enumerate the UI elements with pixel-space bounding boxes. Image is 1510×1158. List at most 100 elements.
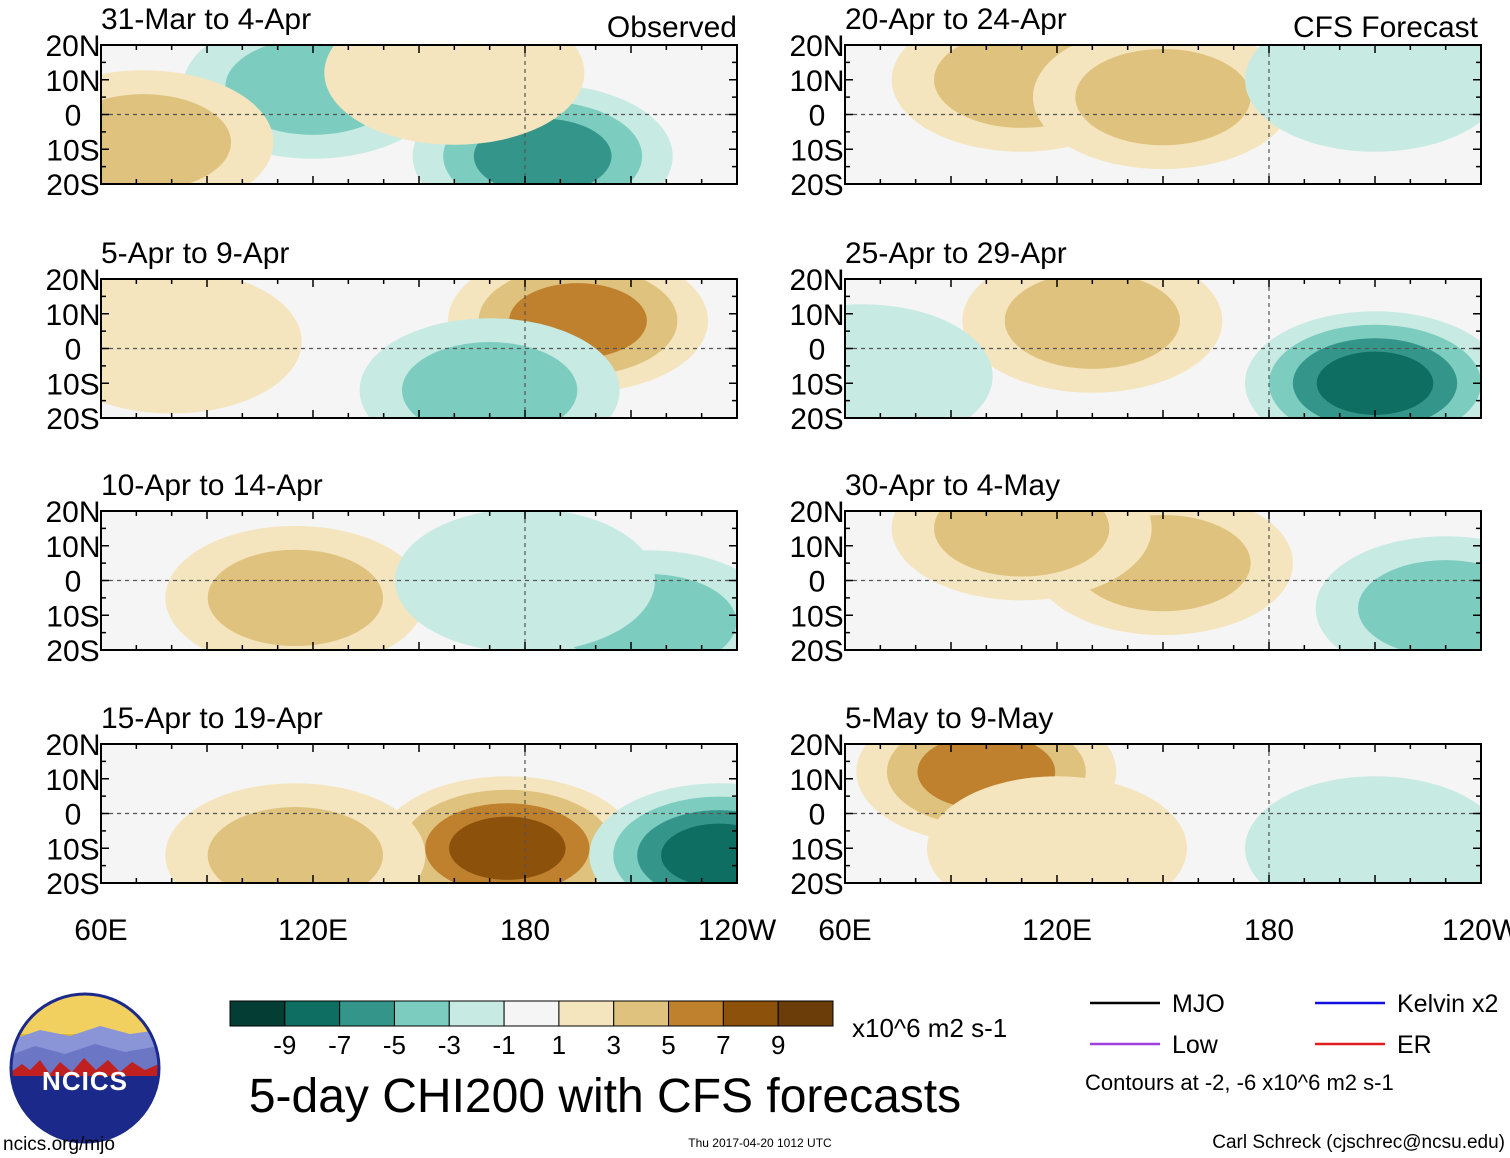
- site-url: ncics.org/mjo: [3, 1134, 115, 1155]
- forecast-label: CFS Forecast: [1293, 11, 1479, 44]
- anomaly-shading: [207, 807, 383, 883]
- legend-label: MJO: [1172, 990, 1225, 1018]
- colorbar-tick-label: -1: [493, 1030, 516, 1060]
- lat-tick-label: 20S: [46, 868, 99, 901]
- lat-tick-label: 20N: [45, 264, 100, 297]
- lon-tick-label: 60E: [818, 914, 871, 947]
- lat-tick-label: 0: [65, 100, 82, 133]
- lat-tick-label: 20S: [790, 169, 843, 202]
- panel-title: 5-Apr to 9-Apr: [101, 237, 289, 270]
- ncics-logo: NCICS: [9, 992, 161, 1144]
- lon-tick-label: 120W: [698, 914, 777, 947]
- lon-tick-label: 120E: [278, 914, 348, 947]
- lat-tick-label: 20S: [46, 169, 99, 202]
- lat-tick-label: 0: [809, 799, 826, 832]
- lon-tick-label: 120E: [1022, 914, 1092, 947]
- anomaly-shading: [1245, 776, 1481, 883]
- lat-tick-label: 10S: [790, 368, 843, 401]
- anomaly-shading: [934, 511, 1110, 577]
- anomaly-shading: [1245, 45, 1481, 152]
- panel-title: 20-Apr to 24-Apr: [845, 3, 1067, 36]
- colorbar-tick-label: -5: [383, 1030, 406, 1060]
- colorbar-swatch: [393, 1000, 450, 1027]
- colorbar-tick-label: -9: [273, 1030, 296, 1060]
- contour-note: Contours at -2, -6 x10^6 m2 s-1: [1085, 1070, 1394, 1095]
- lat-tick-label: 20N: [789, 30, 844, 63]
- lat-tick-label: 20S: [46, 403, 99, 436]
- lat-tick-label: 20S: [790, 868, 843, 901]
- legend-label: ER: [1397, 1031, 1432, 1059]
- colorbar-swatch: [558, 1000, 615, 1027]
- units-label: x10^6 m2 s-1: [852, 1013, 1007, 1043]
- lat-tick-label: 10N: [45, 299, 100, 332]
- anomaly-shading: [661, 823, 737, 883]
- anomaly-shading: [1004, 279, 1180, 369]
- lat-tick-label: 20N: [789, 729, 844, 762]
- lat-tick-label: 10S: [790, 833, 843, 866]
- lat-tick-label: 20S: [790, 635, 843, 668]
- legend-label: Low: [1172, 1031, 1219, 1059]
- anomaly-shading: [402, 342, 578, 418]
- colorbar-swatch: [613, 1000, 670, 1027]
- panel-title: 15-Apr to 19-Apr: [101, 702, 323, 735]
- colorbar-swatch: [668, 1000, 724, 1027]
- lat-tick-label: 10S: [46, 368, 99, 401]
- anomaly-shading: [324, 45, 585, 145]
- main-title: 5-day CHI200 with CFS forecasts: [249, 1070, 961, 1123]
- anomaly-shading: [101, 279, 302, 414]
- lat-tick-label: 10N: [45, 65, 100, 98]
- colorbar-swatch: [722, 1000, 779, 1027]
- colorbar-swatch: [777, 1000, 834, 1027]
- logo-text: NCICS: [42, 1066, 128, 1096]
- lat-tick-label: 10S: [46, 833, 99, 866]
- lat-tick-label: 10N: [789, 764, 844, 797]
- legend-label: Kelvin x2: [1397, 990, 1498, 1018]
- longitude-axis: 60E 120E 180 120W 60E 120E 180 120W: [74, 914, 1510, 947]
- lat-tick-label: 10N: [789, 65, 844, 98]
- lat-tick-label: 10N: [789, 299, 844, 332]
- colorbar-tick-label: -7: [328, 1030, 351, 1060]
- lat-tick-label: 20N: [789, 496, 844, 529]
- lat-tick-label: 10N: [45, 764, 100, 797]
- anomaly-shading: [845, 304, 993, 418]
- anomaly-shading: [1316, 351, 1434, 415]
- colorbar-swatch: [284, 1000, 341, 1027]
- colorbar-tick-label: 5: [661, 1030, 675, 1060]
- colorbar-swatch: [448, 1000, 505, 1027]
- lat-tick-label: 20N: [45, 30, 100, 63]
- lon-tick-label: 180: [500, 914, 550, 947]
- panel-title: 31-Mar to 4-Apr: [101, 3, 311, 36]
- panel-title: 5-May to 9-May: [845, 702, 1053, 735]
- colorbar: -9 -7 -5 -3 -1 1 3 5 7 9: [229, 1000, 834, 1060]
- lat-tick-label: 20N: [789, 264, 844, 297]
- lat-tick-label: 20N: [45, 729, 100, 762]
- anomaly-shading: [1358, 560, 1481, 650]
- lat-tick-label: 20S: [46, 635, 99, 668]
- lat-tick-label: 10S: [46, 134, 99, 167]
- author-credit: Carl Schreck (cjschrec@ncsu.edu): [1212, 1132, 1505, 1153]
- colorbar-swatch: [339, 1000, 395, 1027]
- lat-tick-label: 0: [65, 566, 82, 599]
- colorbar-swatch: [503, 1000, 560, 1027]
- timestamp: Thu 2017-04-20 1012 UTC: [688, 1136, 832, 1150]
- colorbar-tick-label: 1: [552, 1030, 566, 1060]
- lat-tick-label: 10N: [45, 531, 100, 564]
- observed-label: Observed: [607, 11, 737, 44]
- colorbar-tick-label: 9: [771, 1030, 785, 1060]
- panel-title: 10-Apr to 14-Apr: [101, 469, 323, 502]
- panel-title: 30-Apr to 4-May: [845, 469, 1060, 502]
- anomaly-shading: [207, 549, 384, 647]
- lon-tick-label: 120W: [1442, 914, 1510, 947]
- lat-tick-label: 0: [809, 334, 826, 367]
- lat-tick-label: 10S: [790, 134, 843, 167]
- colorbar-tick-label: -3: [438, 1030, 461, 1060]
